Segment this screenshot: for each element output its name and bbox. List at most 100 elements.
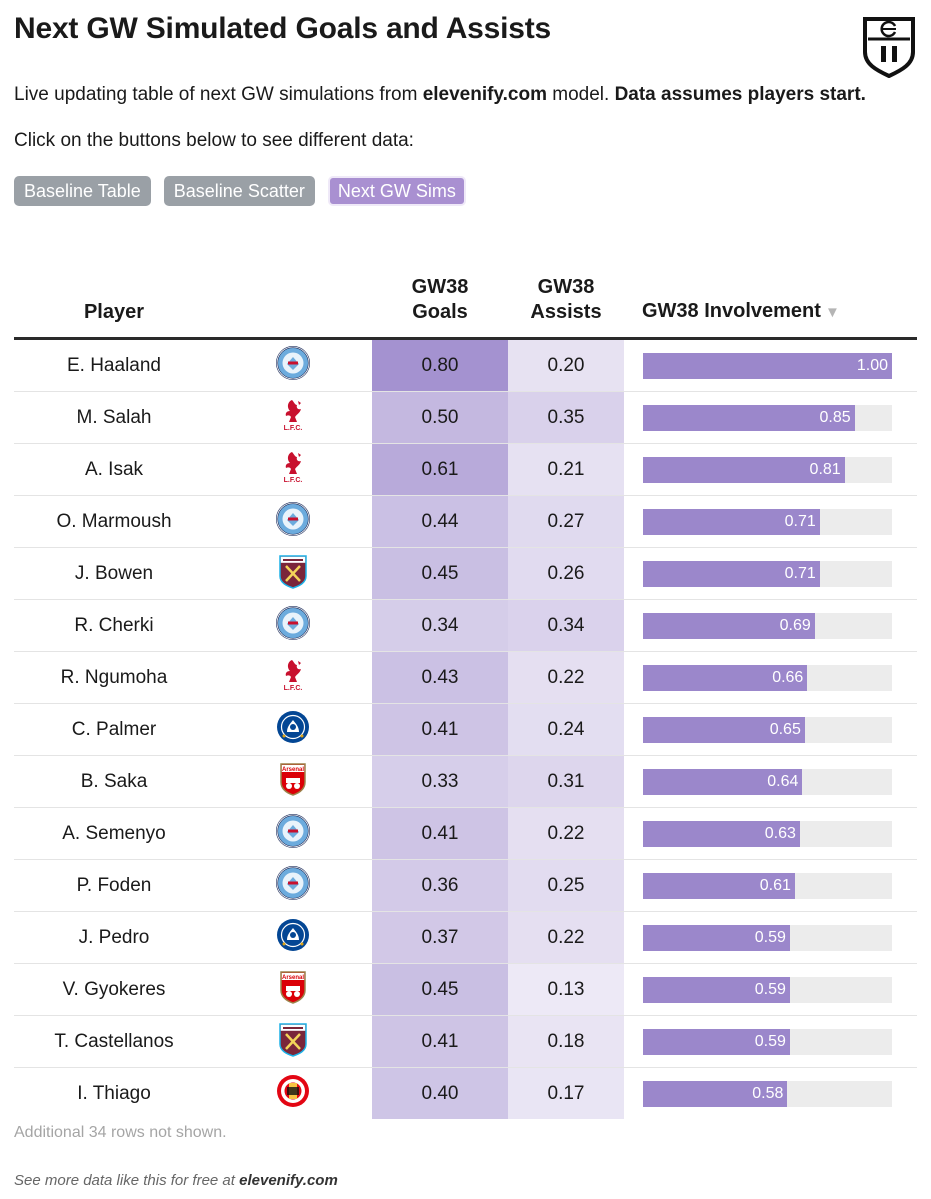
- involvement-cell: 0.59: [624, 963, 917, 1016]
- goals-value: 0.45: [372, 963, 508, 1016]
- credit-prefix: See more data like this for free at: [14, 1172, 240, 1189]
- involvement-cell: 0.81: [624, 443, 917, 496]
- column-header-assists-line1: GW38: [537, 276, 595, 298]
- subtitle-site-link[interactable]: elevenify.com: [422, 84, 547, 105]
- column-header-goals-line2: Goals: [412, 301, 468, 323]
- team-cell: [214, 547, 372, 600]
- involvement-cell: 0.59: [624, 911, 917, 964]
- subtitle-middle: model.: [546, 84, 615, 105]
- assists-value: 0.35: [508, 391, 624, 444]
- table-row[interactable]: A. Isak L.F.C. 0.61 0.21 0.81: [14, 443, 917, 496]
- table-row[interactable]: C. Palmer 0.41 0.24 0.65: [14, 703, 917, 756]
- baseline-table-button[interactable]: Baseline Table: [14, 176, 151, 206]
- elevenify-shield-icon: [863, 17, 915, 78]
- table-row[interactable]: O. Marmoush 0.44 0.27 0.71: [14, 495, 917, 548]
- table-row[interactable]: R. Cherki 0.34 0.34 0.69: [14, 599, 917, 652]
- column-header-player[interactable]: Player: [14, 253, 214, 340]
- column-header-involvement[interactable]: GW38 Involvement ▼: [624, 253, 917, 340]
- player-name: J. Pedro: [14, 911, 214, 964]
- player-name: C. Palmer: [14, 703, 214, 756]
- man-city-crest-icon: [275, 813, 311, 855]
- involvement-cell: 1.00: [624, 338, 917, 392]
- table-row[interactable]: E. Haaland 0.80 0.20 1.00: [14, 338, 917, 392]
- involvement-bar-track: 0.65: [643, 716, 892, 743]
- liverpool-crest-icon: L.F.C.: [278, 449, 308, 491]
- goals-value: 0.33: [372, 755, 508, 808]
- involvement-bar: 0.71: [643, 560, 820, 587]
- involvement-cell: 0.59: [624, 1015, 917, 1068]
- assists-value: 0.22: [508, 807, 624, 860]
- table-row[interactable]: I. Thiago 0.40 0.17 0.58: [14, 1067, 917, 1120]
- view-button-group: Baseline Table Baseline Scatter Next GW …: [14, 176, 466, 206]
- column-header-goals[interactable]: GW38 Goals: [372, 253, 508, 340]
- assists-value: 0.31: [508, 755, 624, 808]
- involvement-bar-track: 0.66: [643, 664, 892, 691]
- involvement-bar-track: 0.64: [643, 768, 892, 795]
- goals-value: 0.43: [372, 651, 508, 704]
- next-gw-sims-button[interactable]: Next GW Sims: [327, 176, 466, 206]
- svg-text:Arsenal: Arsenal: [282, 766, 304, 772]
- man-city-crest-icon: [275, 501, 311, 543]
- credit-site-link[interactable]: elevenify.com: [239, 1172, 338, 1189]
- table-row[interactable]: M. Salah L.F.C. 0.50 0.35 0.85: [14, 391, 917, 444]
- player-name: M. Salah: [14, 391, 214, 444]
- sort-descending-icon[interactable]: ▼: [824, 304, 840, 321]
- table-row[interactable]: B. Saka Arsenal 0.33 0.31 0.64: [14, 755, 917, 808]
- player-name: E. Haaland: [14, 338, 214, 392]
- player-name: I. Thiago: [77, 1082, 151, 1104]
- goals-value: 0.34: [372, 599, 508, 652]
- involvement-bar: 0.59: [643, 976, 790, 1003]
- svg-text:L.F.C.: L.F.C.: [284, 425, 303, 432]
- team-cell: [214, 703, 372, 756]
- involvement-bar: 0.85: [643, 404, 855, 431]
- assists-value: 0.21: [508, 443, 624, 496]
- table-row[interactable]: P. Foden 0.36 0.25 0.61: [14, 859, 917, 912]
- team-cell: [214, 1068, 372, 1120]
- player-name: T. Castellanos: [14, 1015, 214, 1068]
- subtitle-emphasis: Data assumes players start.: [614, 84, 866, 105]
- involvement-bar-track: 0.69: [643, 612, 892, 639]
- involvement-bar: 0.81: [643, 456, 845, 483]
- column-header-assists[interactable]: GW38 Assists: [508, 253, 624, 340]
- involvement-bar-track: 0.81: [643, 456, 892, 483]
- goals-value: 0.44: [372, 495, 508, 548]
- goals-value: 0.50: [372, 391, 508, 444]
- player-name: R. Cherki: [14, 599, 214, 652]
- assists-value: 0.22: [508, 651, 624, 704]
- baseline-scatter-button[interactable]: Baseline Scatter: [163, 176, 315, 206]
- involvement-bar: 0.58: [643, 1080, 788, 1107]
- goals-value: 0.41: [372, 703, 508, 756]
- involvement-bar-track: 0.58: [643, 1080, 892, 1107]
- involvement-bar-track: 0.59: [643, 924, 892, 951]
- assists-value: 0.18: [508, 1015, 624, 1068]
- team-cell: [214, 1015, 372, 1068]
- table-row[interactable]: A. Semenyo 0.41 0.22 0.63: [14, 807, 917, 860]
- team-cell: [214, 599, 372, 652]
- involvement-cell: 0.64: [624, 755, 917, 808]
- man-city-crest-icon: [275, 865, 311, 907]
- table-header-row: Player GW38 Goals GW38 Assists GW38 Invo…: [14, 253, 917, 340]
- involvement-bar: 0.71: [643, 508, 820, 535]
- page-title: Next GW Simulated Goals and Assists: [14, 12, 552, 45]
- column-header-assists-line2: Assists: [530, 301, 602, 323]
- assists-value: 0.17: [508, 1067, 624, 1119]
- assists-value: 0.26: [508, 547, 624, 600]
- subtitle-prefix: Live updating table of next GW simulatio…: [14, 84, 423, 105]
- table-row[interactable]: J. Bowen 0.45 0.26 0.71: [14, 547, 917, 600]
- involvement-bar-track: 0.71: [643, 508, 892, 535]
- player-name: A. Semenyo: [14, 807, 214, 860]
- goals-value: 0.61: [372, 443, 508, 496]
- assists-value: 0.27: [508, 495, 624, 548]
- goals-value: 0.80: [372, 338, 508, 392]
- arsenal-crest-icon: Arsenal: [278, 969, 308, 1011]
- involvement-bar: 0.61: [643, 872, 795, 899]
- table-row[interactable]: J. Pedro 0.37 0.22 0.59: [14, 911, 917, 964]
- involvement-bar-track: 0.85: [643, 404, 892, 431]
- table-row[interactable]: T. Castellanos 0.41 0.18 0.59: [14, 1015, 917, 1068]
- svg-text:L.F.C.: L.F.C.: [284, 685, 303, 692]
- team-cell: Arsenal: [214, 963, 372, 1016]
- table-row[interactable]: R. Ngumoha L.F.C. 0.43 0.22 0.66: [14, 651, 917, 704]
- table-row[interactable]: V. Gyokeres Arsenal 0.45 0.13 0.59: [14, 963, 917, 1016]
- involvement-bar: 0.65: [643, 716, 805, 743]
- goals-value: 0.37: [372, 911, 508, 964]
